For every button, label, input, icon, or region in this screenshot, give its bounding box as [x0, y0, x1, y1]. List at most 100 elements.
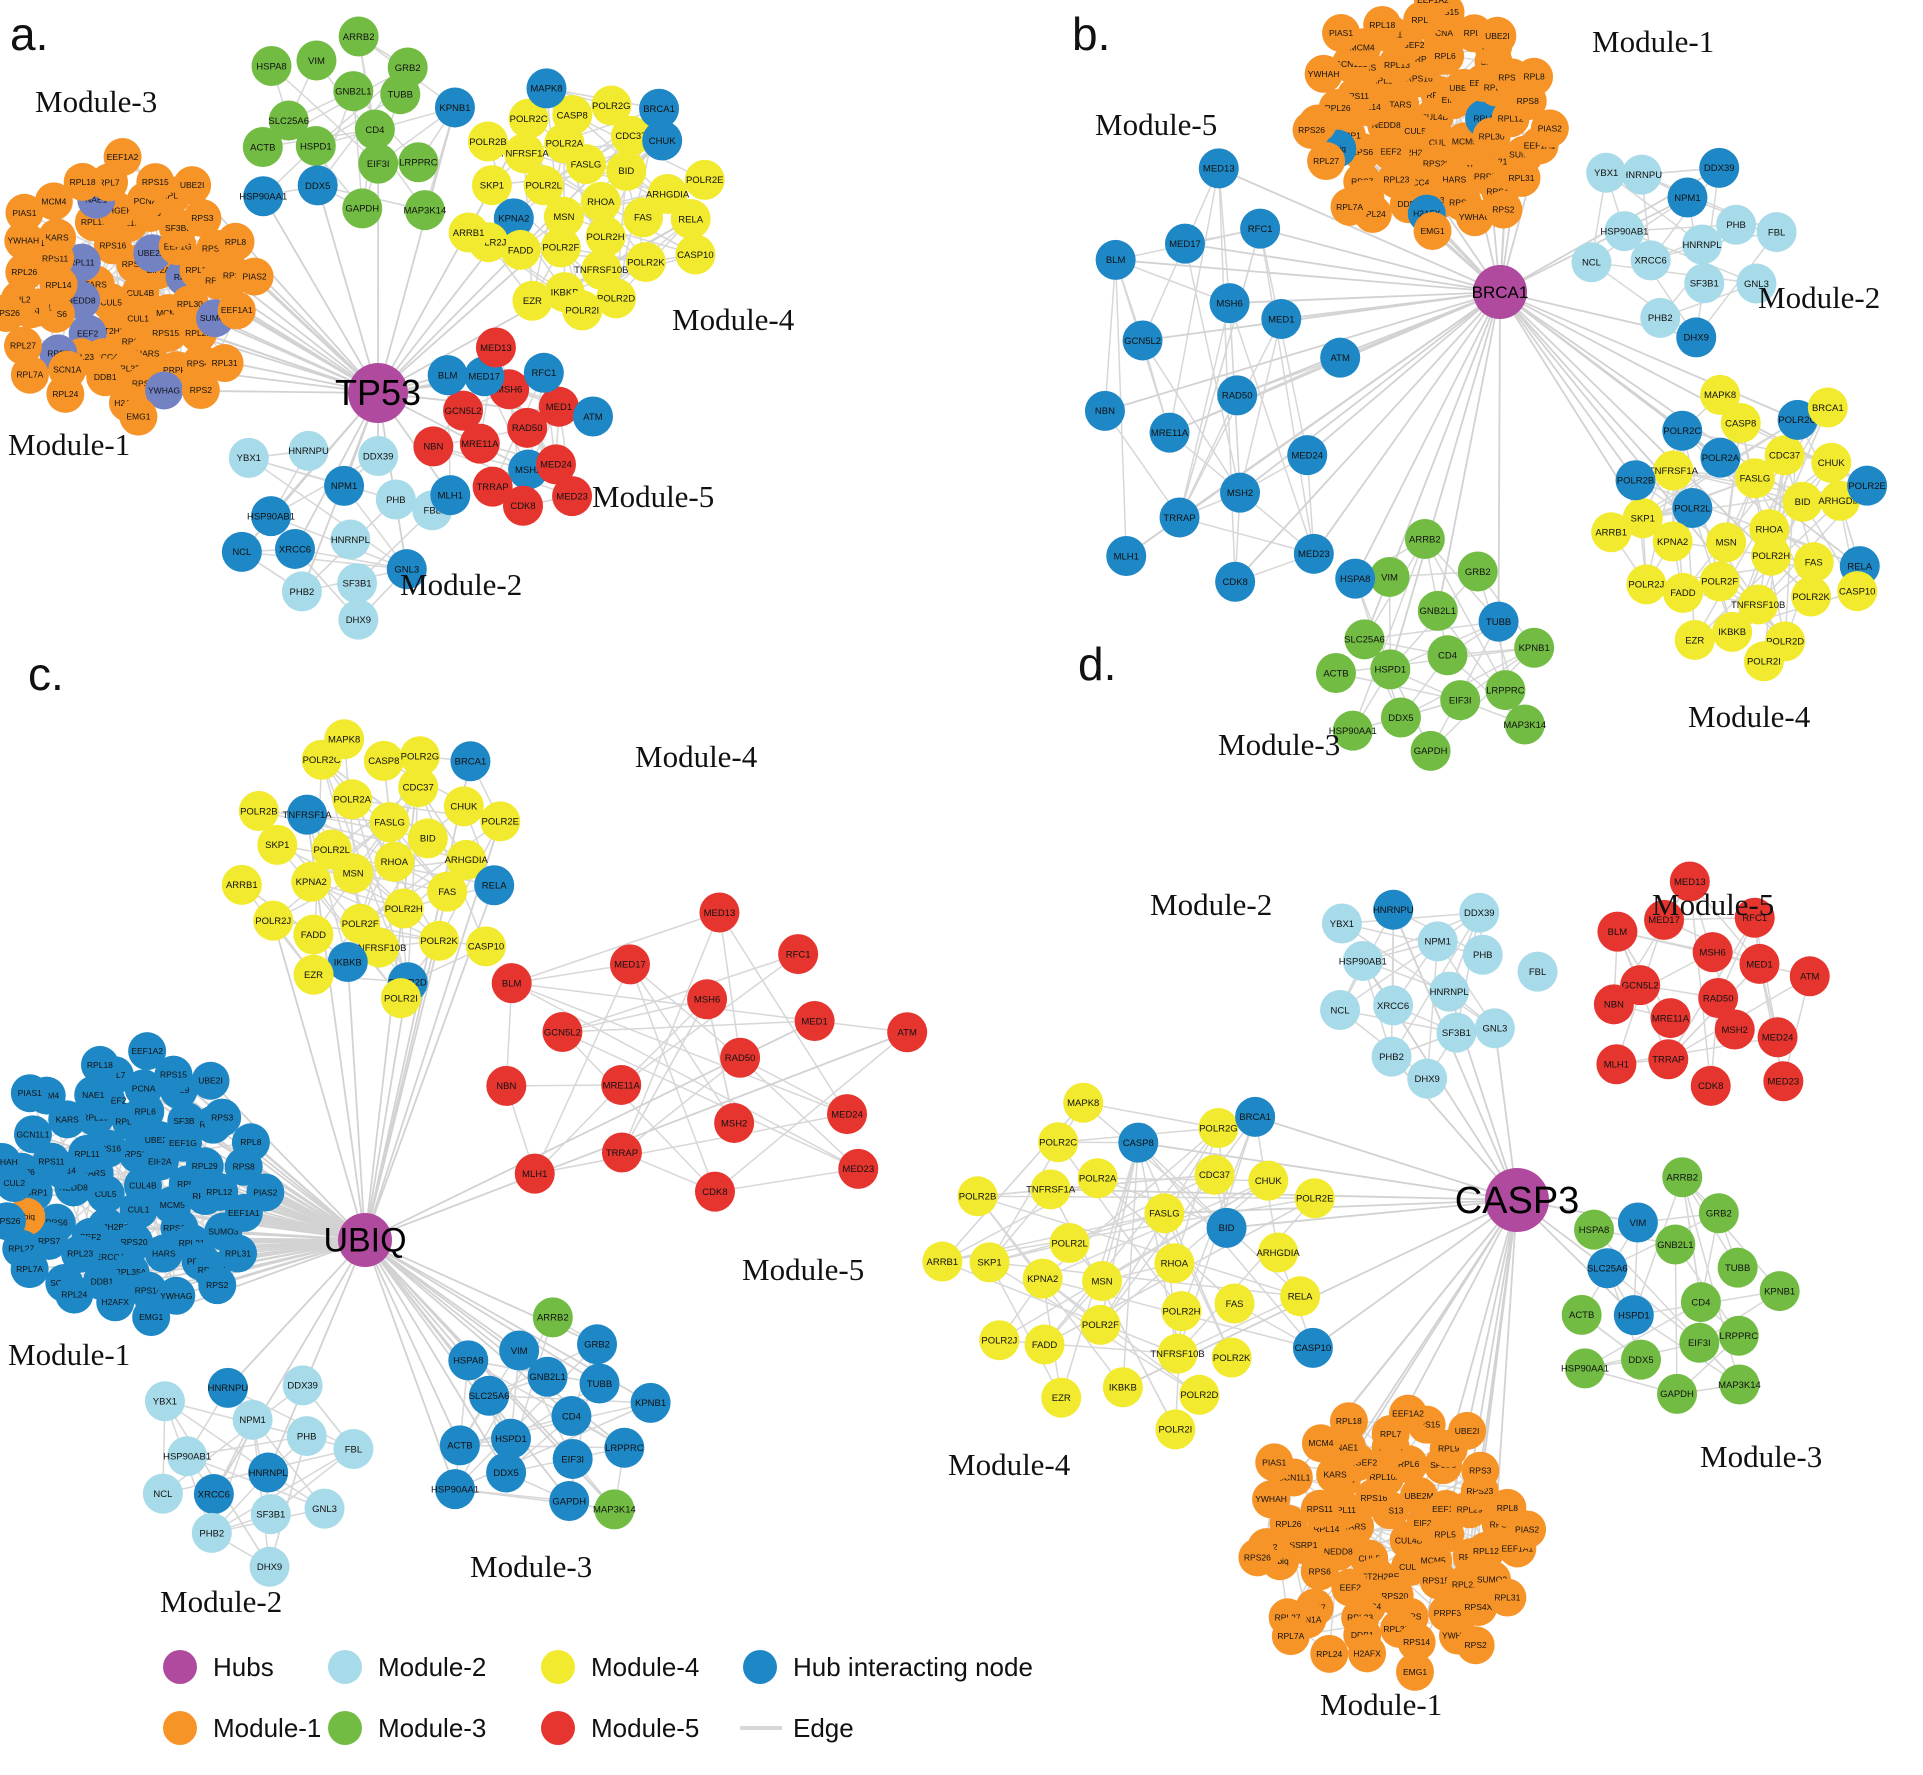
node-b-PHB: [1716, 204, 1757, 245]
node-a-MAPK8: [526, 68, 567, 109]
edge: [1176, 1197, 1316, 1355]
node-a-BLM: [427, 355, 468, 396]
node-a-ATM: [572, 396, 613, 437]
node-a-DDB1: [86, 358, 125, 397]
node-a-SLC25A6: [268, 100, 309, 141]
node-a-NBN: [413, 426, 454, 467]
node-b-POLR2L: [1672, 487, 1713, 528]
edge: [977, 1195, 1301, 1297]
node-a-ARRB1: [448, 212, 489, 253]
hub-edge: [1254, 1115, 1518, 1201]
node-c-RELA: [474, 865, 515, 906]
node-b-RPL18: [1363, 5, 1402, 44]
edge: [1163, 1213, 1179, 1354]
node-c-GNL3: [304, 1488, 345, 1529]
node-a-HSPA8: [251, 46, 292, 87]
node-a-TRRAP: [472, 466, 513, 507]
node-a-POLR2C: [508, 98, 549, 139]
node-c-ARRB2: [532, 1297, 573, 1338]
node-c-CASP10: [465, 926, 506, 967]
node-d-MAP3K14: [1719, 1364, 1760, 1405]
edge: [1259, 228, 1315, 554]
edge: [1725, 462, 1832, 543]
edge: [1097, 1177, 1236, 1305]
edge: [511, 982, 815, 1022]
node-a-YWHAG: [145, 371, 184, 410]
node-c-UBE2I: [191, 1061, 230, 1100]
hub-edge: [1354, 291, 1501, 580]
node-c-BID: [407, 818, 448, 859]
node-c-GCN5L2: [542, 1012, 583, 1053]
node-d-POLR2F: [1080, 1304, 1121, 1345]
node-c-GRB2: [577, 1324, 618, 1365]
node-a-HNRNPL: [330, 519, 371, 560]
node-c-HNRNPU: [207, 1367, 248, 1408]
edge: [1455, 912, 1481, 1033]
node-a-MSN: [543, 196, 584, 237]
node-c-MSH2: [714, 1102, 755, 1143]
node-c-BLM: [491, 963, 532, 1004]
node-b-CASP10: [1837, 571, 1878, 612]
node-b-CASP8: [1720, 402, 1761, 443]
node-a-RELA: [670, 198, 711, 239]
node-c-ACTB: [439, 1425, 480, 1466]
node-b-IKBKB: [1712, 611, 1753, 652]
module-caption-d-Module-3: Module-3: [1700, 1439, 1822, 1474]
node-b-TNFRSF10B: [1738, 584, 1779, 625]
node-b-SLC25A6: [1344, 619, 1385, 660]
node-b-MSN: [1706, 522, 1747, 563]
node-d-SKP1: [969, 1242, 1010, 1283]
node-b-TRRAP: [1159, 497, 1200, 538]
node-b-NBN: [1084, 390, 1125, 431]
node-a-SKP1: [471, 165, 512, 206]
node-c-POLR2H: [383, 888, 424, 929]
legend-label-hubs: Hubs: [213, 1652, 274, 1682]
module-caption-a-Module-4: Module-4: [672, 302, 795, 337]
hub-label-CASP3: CASP3: [1455, 1180, 1580, 1222]
hub-edge: [1436, 291, 1501, 612]
node-d-CASP8: [1118, 1122, 1159, 1163]
node-d-RELA: [1280, 1276, 1321, 1317]
edge: [1239, 318, 1283, 493]
module-caption-d-Module-5: Module-5: [1652, 887, 1774, 922]
node-b-EIF3I: [1440, 680, 1481, 721]
node-b-FAS: [1793, 542, 1834, 583]
edge: [438, 820, 501, 942]
edge: [1083, 1102, 1219, 1129]
node-c-VIM: [499, 1330, 540, 1371]
node-b-POLR2K: [1791, 576, 1832, 617]
node-d-MRE11A: [1650, 998, 1691, 1039]
hub-edge: [1239, 291, 1501, 494]
node-c-MLH1: [514, 1153, 555, 1194]
node-d-TNFRSF10B: [1157, 1333, 1198, 1374]
edge: [1218, 168, 1231, 304]
node-d-SF3B1: [1436, 1012, 1477, 1053]
hub-edge: [1115, 259, 1501, 293]
edge: [562, 998, 708, 1033]
node-b-DDX39: [1699, 147, 1740, 188]
node-d-DDX39: [1459, 892, 1500, 933]
node-a-HNRNPU: [288, 430, 329, 471]
node-d-HSP90AB1: [1342, 940, 1383, 981]
node-b-RPL7A: [1330, 187, 1369, 226]
node-a-POLR2B: [467, 121, 508, 162]
node-b-BLM: [1095, 239, 1136, 280]
node-a-EEF1A1: [217, 291, 256, 330]
labels-layer: Module-1 Module-2 Module-3 Module-4 Module-5…: [8, 648, 864, 1619]
labels-layer: Module-1 Module-2 Module-3 Module-4 Module-5…: [948, 638, 1822, 1722]
node-a-ARRB2: [338, 16, 379, 57]
node-c-POLR2J: [253, 900, 294, 941]
node-c-SKP1: [257, 824, 298, 865]
node-b-RPL27: [1307, 142, 1346, 181]
edge: [718, 912, 848, 1115]
node-b-PIAS1: [1322, 14, 1361, 53]
node-d-ACTB: [1561, 1294, 1602, 1335]
edge: [1122, 1142, 1140, 1388]
node-c-FASLG: [369, 802, 410, 843]
node-b-ACTB: [1315, 653, 1356, 694]
node-a-MED24: [535, 444, 576, 485]
node-c-CDC37: [398, 767, 439, 808]
hub-edges-layer: [1050, 909, 1639, 1672]
node-c-POLR2I: [380, 978, 421, 1019]
